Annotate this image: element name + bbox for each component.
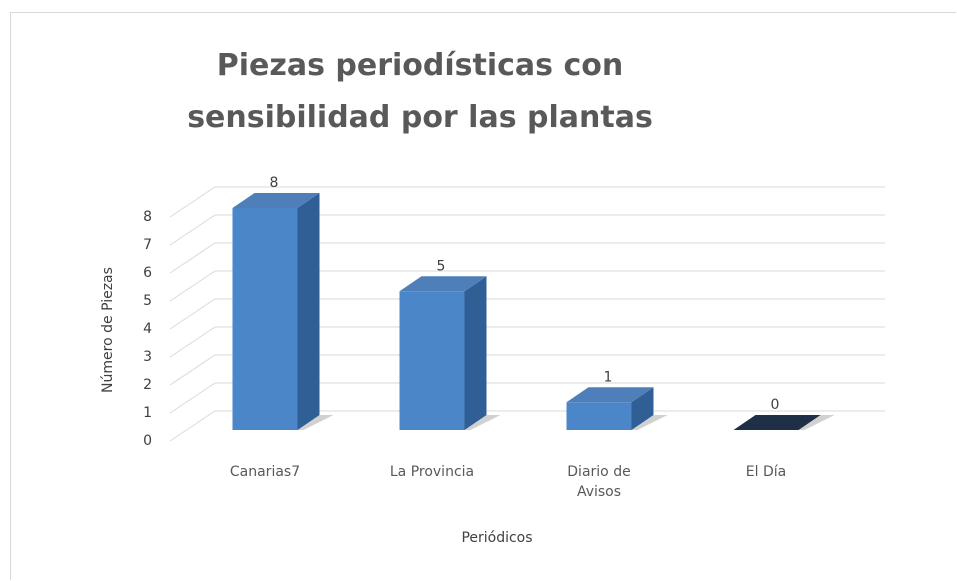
grid-line (169, 326, 885, 358)
y-tick-label: 6 (143, 265, 152, 281)
bar-front (399, 291, 465, 430)
bar-side (631, 387, 654, 430)
y-axis-label: Número de Piezas (100, 267, 116, 393)
y-tick-label: 5 (143, 293, 152, 309)
grid-line (169, 270, 885, 302)
bar-side (297, 193, 320, 430)
y-tick-label: 0 (143, 433, 152, 449)
data-label: 0 (771, 397, 780, 413)
grid-line (169, 214, 885, 246)
bar-front (566, 402, 632, 430)
grid-line (169, 186, 885, 218)
data-label: 8 (270, 175, 279, 191)
y-tick-label: 7 (143, 237, 152, 253)
bar-top (566, 387, 654, 403)
chart-border (10, 12, 956, 580)
x-axis-label: Periódicos (461, 530, 532, 546)
x-tick-label: El Día (745, 464, 787, 480)
grid-line (169, 382, 885, 414)
y-tick-label: 1 (143, 405, 152, 421)
grid-line (169, 298, 885, 330)
grid-line (169, 354, 885, 386)
y-tick-label: 2 (143, 377, 152, 393)
y-tick-label: 3 (143, 349, 152, 365)
bar-top (733, 415, 821, 430)
data-label: 1 (604, 369, 613, 385)
x-tick-label: La Provincia (389, 464, 475, 480)
x-tick-label: Canarias7 (229, 464, 301, 480)
y-tick-label: 4 (143, 321, 152, 337)
y-tick-label: 8 (143, 209, 152, 225)
bar-top (399, 276, 487, 292)
chart-title: Piezas periodísticas con sensibilidad po… (187, 48, 653, 135)
bar-side (464, 276, 487, 430)
data-label: 5 (437, 258, 446, 274)
grid-line (169, 242, 885, 274)
x-tick-label: Diario de Avisos (567, 464, 631, 500)
bar-top (232, 193, 320, 208)
bar-front (232, 208, 298, 430)
grid-line (169, 410, 885, 442)
